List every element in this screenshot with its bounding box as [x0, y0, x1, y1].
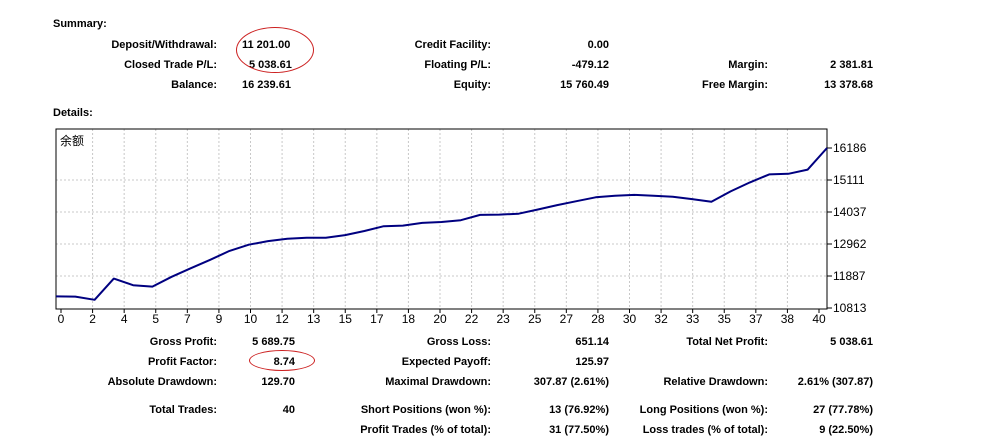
x-tick-label: 30 [623, 312, 637, 326]
gross-loss-value: 651.14 [575, 336, 609, 348]
x-tick-label: 18 [402, 312, 416, 326]
y-tick-label: 11887 [833, 269, 866, 283]
x-tick-label: 9 [216, 312, 223, 326]
y-tick-label: 15111 [833, 173, 865, 187]
x-tick-label: 33 [686, 312, 700, 326]
x-tick-label: 20 [433, 312, 447, 326]
y-tick-labels: 16186 15111 14037 12962 11887 10813 [833, 141, 867, 315]
x-tick-label: 17 [370, 312, 384, 326]
total-net-profit-label: Total Net Profit: [686, 336, 768, 348]
x-tick-label: 28 [591, 312, 605, 326]
profit-trades-value: 31 (77.50%) [549, 424, 609, 436]
x-tick-label: 2 [89, 312, 96, 326]
x-tick-label: 12 [275, 312, 289, 326]
x-tick-label: 23 [496, 312, 510, 326]
maximal-drawdown-value: 307.87 (2.61%) [533, 376, 609, 388]
credit-facility-label: Credit Facility: [414, 39, 491, 51]
deposit-withdrawal-label: Deposit/Withdrawal: [111, 39, 217, 51]
equity-value: 15 760.49 [560, 79, 609, 91]
x-tick-label: 22 [465, 312, 479, 326]
long-positions-value: 27 (77.78%) [813, 404, 873, 416]
expected-payoff-label: Expected Payoff: [401, 356, 491, 368]
gross-loss-label: Gross Loss: [426, 336, 491, 348]
x-tick-label: 0 [58, 312, 65, 326]
long-positions-label: Long Positions (won %): [639, 404, 768, 416]
balance-value: 16 239.61 [242, 79, 291, 91]
relative-drawdown-label: Relative Drawdown: [663, 376, 768, 388]
closed-trade-pl-value: 5 038.61 [249, 59, 292, 71]
loss-trades-value: 9 (22.50%) [819, 424, 873, 436]
short-positions-value: 13 (76.92%) [549, 404, 609, 416]
x-tick-label: 15 [339, 312, 353, 326]
x-tick-label: 32 [654, 312, 668, 326]
x-tick-label: 35 [718, 312, 732, 326]
series-name-label: 余额 [60, 133, 84, 148]
total-net-profit-value: 5 038.61 [830, 336, 873, 348]
x-tick-label: 40 [812, 312, 826, 326]
x-tick-label: 38 [781, 312, 795, 326]
y-tick-label: 14037 [833, 205, 867, 219]
margin-value: 2 381.81 [830, 59, 873, 71]
details-title: Details: [53, 107, 93, 119]
y-tick-label: 16186 [833, 141, 867, 155]
x-tick-label: 5 [152, 312, 159, 326]
deposit-withdrawal-value: 11 201.00 [242, 39, 291, 51]
absolute-drawdown-label: Absolute Drawdown: [107, 376, 217, 388]
expected-payoff-value: 125.97 [575, 356, 609, 368]
gross-profit-value: 5 689.75 [252, 336, 295, 348]
credit-facility-value: 0.00 [587, 39, 609, 51]
chart-frame [55, 128, 828, 310]
equity-label: Equity: [453, 79, 491, 91]
floating-pl-label: Floating P/L: [424, 59, 491, 71]
y-tick-label: 12962 [833, 237, 867, 251]
x-tick-label: 10 [244, 312, 258, 326]
relative-drawdown-value: 2.61% (307.87) [797, 376, 873, 388]
floating-pl-value: -479.12 [571, 59, 609, 71]
closed-trade-pl-label: Closed Trade P/L: [124, 59, 217, 71]
gross-profit-label: Gross Profit: [149, 336, 217, 348]
x-tick-label: 4 [121, 312, 128, 326]
summary-title: Summary: [53, 18, 107, 30]
maximal-drawdown-label: Maximal Drawdown: [385, 376, 491, 388]
total-trades-label: Total Trades: [149, 404, 217, 416]
x-tick-label: 37 [749, 312, 763, 326]
free-margin-value: 13 378.68 [824, 79, 873, 91]
profit-trades-label: Profit Trades (% of total): [360, 424, 491, 436]
margin-label: Margin: [728, 59, 768, 71]
chart-axis-ticks [60, 147, 832, 313]
profit-factor-label: Profit Factor: [147, 356, 217, 368]
profit-factor-value: 8.74 [273, 356, 295, 368]
free-margin-label: Free Margin: [701, 79, 768, 91]
x-tick-label: 25 [528, 312, 542, 326]
x-tick-label: 13 [307, 312, 321, 326]
x-tick-label: 7 [184, 312, 191, 326]
balance-series-line [55, 147, 828, 301]
x-tick-label: 27 [560, 312, 574, 326]
y-tick-label: 10813 [833, 301, 867, 315]
absolute-drawdown-value: 129.70 [261, 376, 295, 388]
x-tick-labels: 0 2 4 5 7 9 10 12 13 15 17 18 20 22 23 25 27 28 30 32 33 35 37… [58, 312, 826, 326]
balance-label: Balance: [171, 79, 217, 91]
loss-trades-label: Loss trades (% of total): [642, 424, 768, 436]
chart-grid [56, 129, 827, 309]
total-trades-value: 40 [282, 404, 295, 416]
short-positions-label: Short Positions (won %): [360, 404, 491, 416]
